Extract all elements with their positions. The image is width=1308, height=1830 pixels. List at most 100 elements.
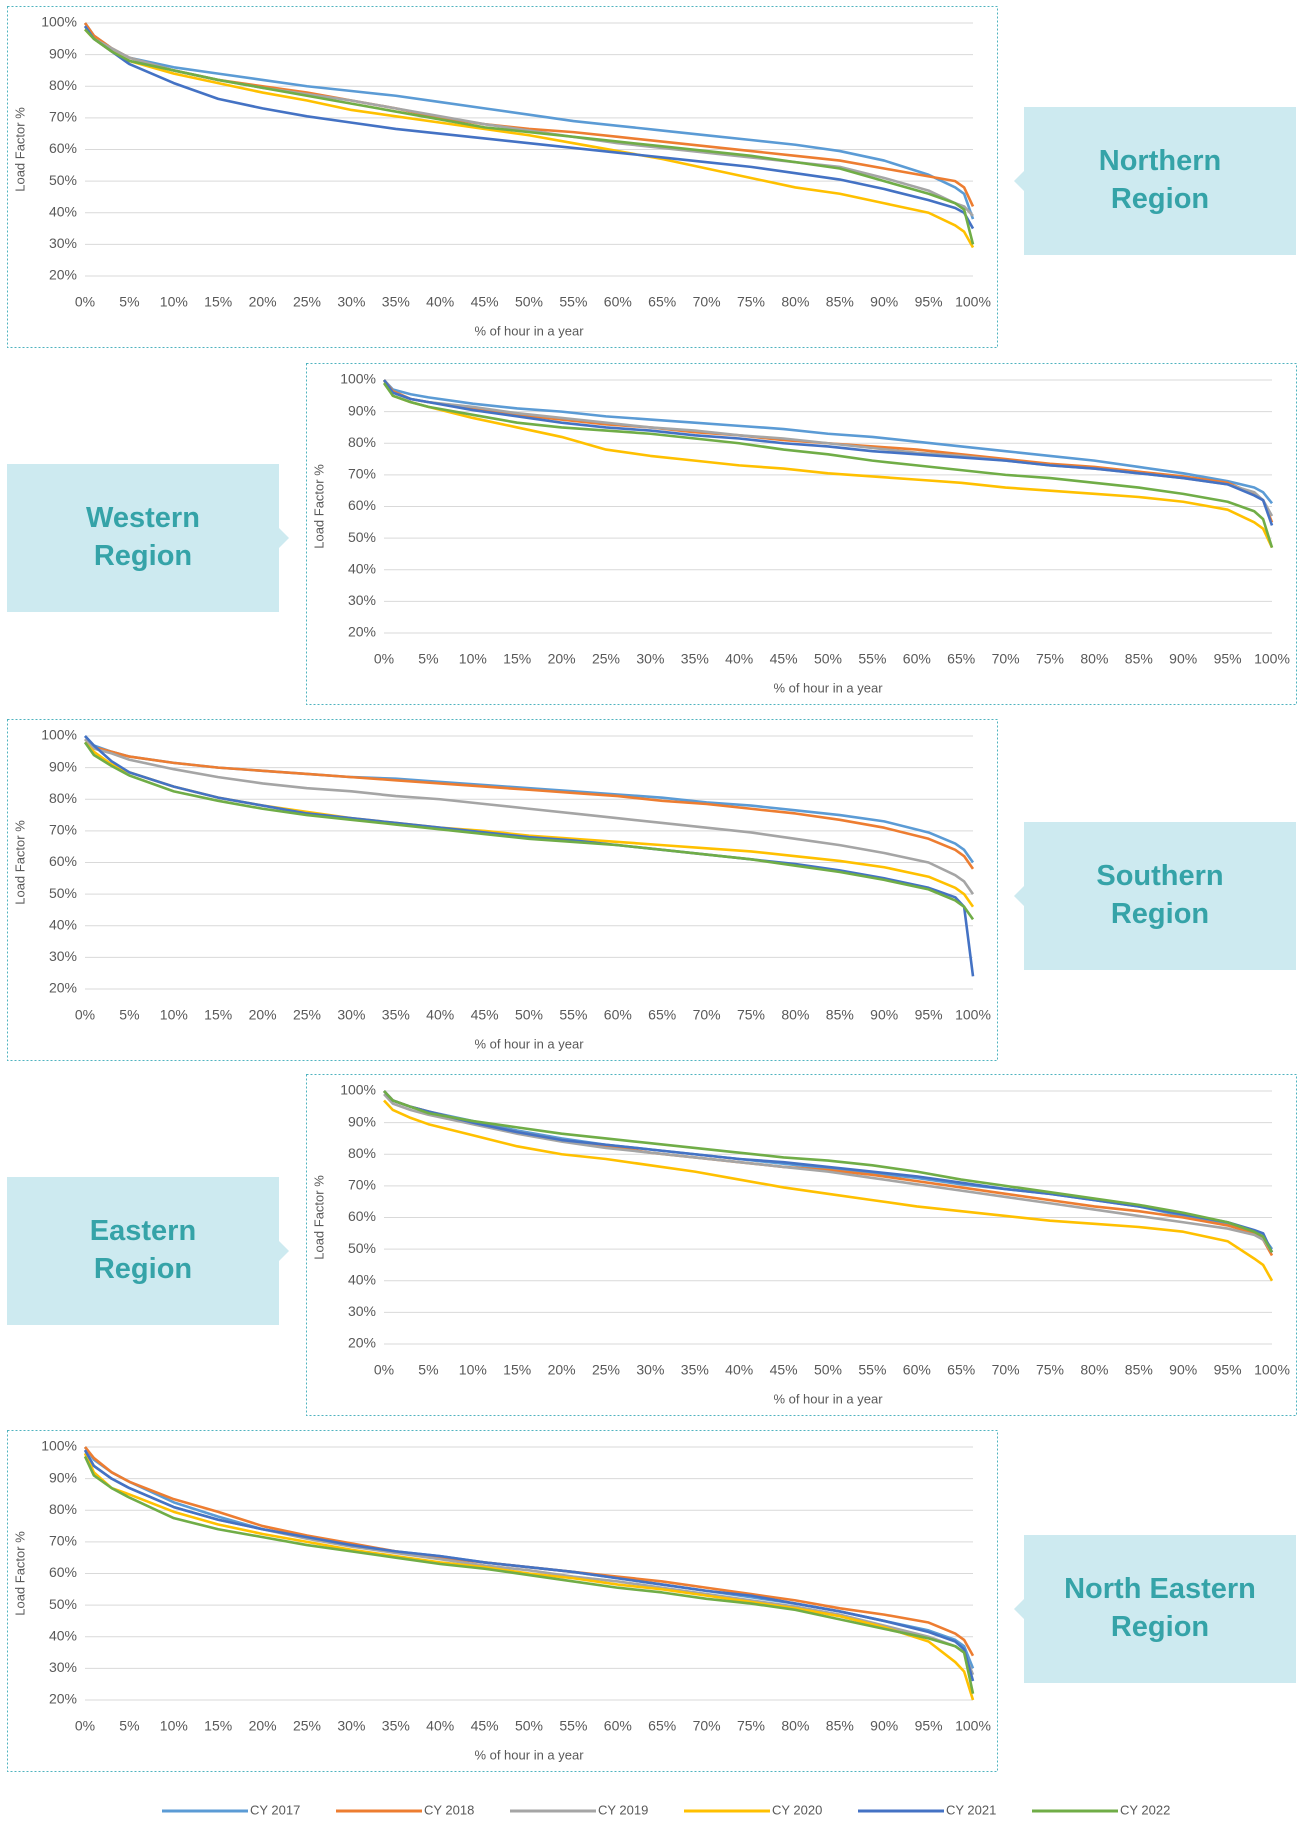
y-tick-label: 60% bbox=[49, 1564, 77, 1580]
y-tick-label: 80% bbox=[49, 790, 77, 806]
region-callout: Northern Region bbox=[1014, 107, 1296, 255]
x-axis-title: % of hour in a year bbox=[474, 1036, 584, 1051]
x-tick-label: 20% bbox=[249, 294, 277, 310]
x-tick-label: 65% bbox=[947, 1362, 975, 1378]
x-tick-label: 0% bbox=[75, 1007, 95, 1023]
y-tick-label: 20% bbox=[49, 1691, 77, 1707]
series-line bbox=[383, 379, 1274, 505]
legend-label: CY 2018 bbox=[424, 1802, 474, 1817]
x-tick-label: 35% bbox=[681, 651, 709, 667]
series-line bbox=[382, 382, 1274, 548]
x-tick-label: 75% bbox=[737, 1718, 765, 1734]
x-tick-label: 60% bbox=[604, 1007, 632, 1023]
y-tick-label: 20% bbox=[348, 624, 376, 640]
y-tick-label: 70% bbox=[49, 109, 77, 125]
x-tick-label: 10% bbox=[160, 1718, 188, 1734]
x-tick-label: 50% bbox=[814, 651, 842, 667]
x-tick-label: 0% bbox=[75, 1718, 95, 1734]
x-tick-label: 70% bbox=[693, 1718, 721, 1734]
y-tick-label: 50% bbox=[49, 172, 77, 188]
y-axis-title: Load Factor % bbox=[311, 464, 326, 549]
x-tick-label: 95% bbox=[1214, 1362, 1242, 1378]
x-tick-label: 20% bbox=[249, 1718, 277, 1734]
legend: CY 2017 CY 2018 CY 2019 CY 2020 CY 2021 CY 20… bbox=[162, 1802, 1170, 1817]
x-axis-title: % of hour in a year bbox=[773, 1391, 883, 1406]
y-tick-label: 100% bbox=[340, 371, 376, 387]
y-tick-label: 20% bbox=[49, 267, 77, 283]
x-tick-label: 50% bbox=[515, 1007, 543, 1023]
x-tick-label: 85% bbox=[1125, 1362, 1153, 1378]
x-tick-label: 40% bbox=[426, 1718, 454, 1734]
x-tick-label: 75% bbox=[737, 294, 765, 310]
y-tick-label: 30% bbox=[348, 1303, 376, 1319]
legend-label: CY 2017 bbox=[250, 1802, 300, 1817]
y-tick-label: 80% bbox=[49, 1501, 77, 1517]
x-tick-label: 100% bbox=[955, 1718, 991, 1734]
x-tick-label: 5% bbox=[119, 1007, 139, 1023]
y-tick-label: 50% bbox=[348, 529, 376, 545]
x-tick-label: 75% bbox=[1036, 651, 1064, 667]
legend-label: CY 2020 bbox=[772, 1802, 822, 1817]
y-axis-title: Load Factor % bbox=[12, 820, 27, 905]
y-tick-label: 60% bbox=[49, 140, 77, 156]
series-line bbox=[84, 28, 975, 245]
x-tick-label: 15% bbox=[503, 1362, 531, 1378]
x-tick-label: 85% bbox=[826, 294, 854, 310]
x-tick-label: 35% bbox=[382, 1007, 410, 1023]
x-tick-label: 25% bbox=[293, 1718, 321, 1734]
series-line bbox=[382, 379, 1274, 526]
x-tick-label: 70% bbox=[992, 651, 1020, 667]
x-axis-title: % of hour in a year bbox=[474, 323, 584, 338]
y-tick-label: 100% bbox=[41, 727, 77, 743]
x-tick-label: 95% bbox=[915, 1007, 943, 1023]
series-line bbox=[382, 379, 1274, 549]
region-callout: North Eastern Region bbox=[1014, 1535, 1296, 1683]
y-tick-label: 90% bbox=[49, 758, 77, 774]
x-tick-label: 0% bbox=[75, 294, 95, 310]
chart-border bbox=[306, 1074, 1297, 1416]
x-tick-label: 70% bbox=[693, 294, 721, 310]
chart-border bbox=[306, 363, 1297, 705]
x-tick-label: 65% bbox=[648, 294, 676, 310]
x-tick-label: 95% bbox=[1214, 651, 1242, 667]
region-callout: Eastern Region bbox=[7, 1177, 289, 1325]
y-tick-label: 30% bbox=[348, 592, 376, 608]
y-tick-label: 70% bbox=[49, 822, 77, 838]
legend-label: CY 2019 bbox=[598, 1802, 648, 1817]
x-tick-label: 55% bbox=[858, 1362, 886, 1378]
series-line bbox=[84, 738, 975, 895]
series-line bbox=[83, 1455, 975, 1694]
y-tick-label: 50% bbox=[348, 1240, 376, 1256]
x-tick-label: 60% bbox=[903, 1362, 931, 1378]
y-tick-label: 90% bbox=[49, 1469, 77, 1485]
y-tick-label: 40% bbox=[49, 916, 77, 932]
y-tick-label: 70% bbox=[348, 466, 376, 482]
y-tick-label: 80% bbox=[348, 434, 376, 450]
x-tick-label: 70% bbox=[693, 1007, 721, 1023]
x-tick-label: 35% bbox=[382, 294, 410, 310]
y-tick-label: 70% bbox=[348, 1177, 376, 1193]
y-tick-label: 30% bbox=[49, 1659, 77, 1675]
x-tick-label: 30% bbox=[636, 1362, 664, 1378]
y-tick-label: 100% bbox=[340, 1082, 376, 1098]
x-tick-label: 90% bbox=[1169, 651, 1197, 667]
x-tick-label: 100% bbox=[1254, 651, 1290, 667]
x-tick-label: 70% bbox=[992, 1362, 1020, 1378]
x-tick-label: 20% bbox=[548, 1362, 576, 1378]
x-tick-label: 100% bbox=[955, 294, 991, 310]
y-axis-title: Load Factor % bbox=[311, 1175, 326, 1260]
x-tick-label: 65% bbox=[648, 1007, 676, 1023]
series-line bbox=[83, 1452, 975, 1701]
x-tick-label: 40% bbox=[426, 1007, 454, 1023]
chart-border bbox=[7, 6, 998, 348]
x-tick-label: 50% bbox=[515, 1718, 543, 1734]
x-tick-label: 20% bbox=[548, 651, 576, 667]
series-line bbox=[383, 1090, 1274, 1253]
chart: 20% 30% 40% 50% 60% 70% 80% 90% 100% 0% 5% 10% 15% 20… bbox=[7, 6, 998, 348]
x-tick-label: 85% bbox=[826, 1718, 854, 1734]
x-tick-label: 60% bbox=[903, 651, 931, 667]
x-tick-label: 85% bbox=[826, 1007, 854, 1023]
x-tick-label: 55% bbox=[559, 294, 587, 310]
series-line bbox=[83, 22, 975, 220]
